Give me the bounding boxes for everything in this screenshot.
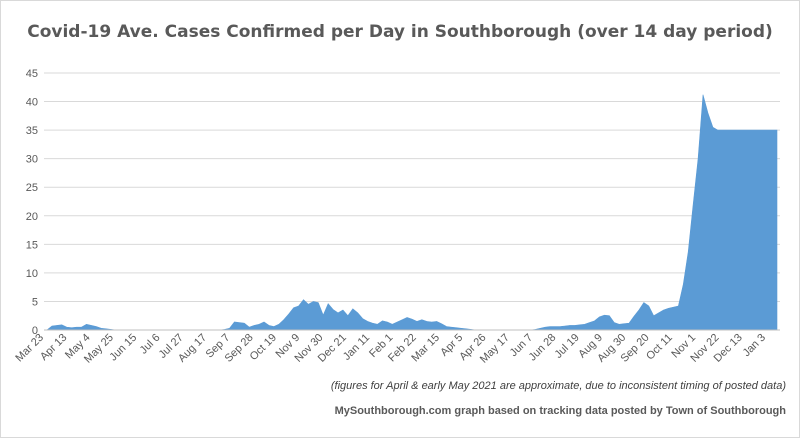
- y-tick-label: 40: [26, 97, 38, 109]
- x-tick-label: Oct 19: [248, 332, 279, 363]
- y-tick-label: 0: [32, 325, 38, 337]
- x-tick-label: Apr 13: [38, 332, 69, 363]
- gridlines: [44, 72, 780, 331]
- y-tick-label: 30: [26, 154, 38, 166]
- y-tick-label: 5: [32, 296, 38, 308]
- y-tick-label: 35: [26, 125, 38, 137]
- chart-credit: MySouthborough.com graph based on tracki…: [334, 405, 786, 417]
- x-tick-label: Jul 19: [553, 332, 582, 361]
- y-tick-label: 45: [26, 68, 38, 80]
- x-tick-label: Oct 11: [644, 332, 675, 363]
- y-tick-label: 20: [26, 211, 38, 223]
- chart-footnote: (figures for April & early May 2021 are …: [330, 380, 786, 392]
- x-tick-label: Mar 23: [13, 332, 46, 365]
- y-tick-label: 15: [26, 239, 38, 251]
- x-tick-label: Jan 11: [341, 332, 372, 363]
- x-tick-label: Jan 3: [741, 332, 769, 360]
- chart-title: Covid-19 Ave. Cases Confirmed per Day in…: [27, 22, 773, 42]
- y-tick-label: 10: [26, 268, 38, 280]
- y-axis-ticks: 0 5 10 15 20 25 30 35 40 45: [26, 68, 38, 337]
- y-tick-label: 25: [26, 182, 38, 194]
